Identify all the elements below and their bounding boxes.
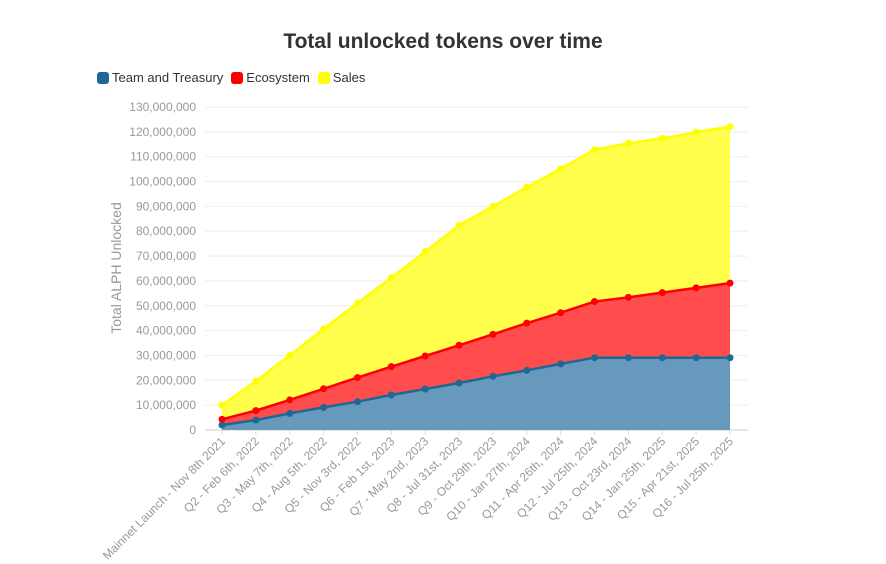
data-point: [218, 401, 226, 409]
data-point: [252, 407, 260, 415]
data-point: [421, 352, 429, 360]
data-point: [455, 221, 463, 229]
legend: Team and Treasury Ecosystem Sales: [97, 70, 365, 85]
data-point: [489, 372, 497, 380]
y-tick-label: 110,000,000: [130, 150, 196, 164]
legend-swatch: [317, 71, 330, 84]
data-point: [624, 293, 632, 301]
data-point: [353, 299, 361, 307]
y-tick-label: 60,000,000: [136, 274, 196, 288]
data-point: [387, 363, 395, 371]
line-ecosystem: [221, 281, 731, 421]
data-point: [726, 123, 734, 131]
data-point: [455, 379, 463, 387]
data-point: [658, 289, 666, 297]
data-point: [692, 354, 700, 362]
data-point: [252, 416, 260, 424]
data-point: [557, 360, 565, 368]
data-point: [286, 351, 294, 359]
data-point: [557, 165, 565, 173]
line-team-and-treasury: [221, 356, 730, 427]
data-point: [726, 279, 734, 287]
data-point: [387, 274, 395, 282]
x-tick-label: Mainnet Launch - Nov 8th 2021: [100, 434, 229, 563]
data-point: [591, 298, 599, 306]
legend-label: Team and Treasury: [112, 70, 224, 85]
line-sales: [221, 125, 731, 407]
data-point: [523, 183, 531, 191]
data-point: [218, 421, 226, 429]
data-point: [489, 330, 497, 338]
legend-item-team-and-treasury[interactable]: Team and Treasury: [97, 70, 223, 85]
legend-label: Sales: [332, 70, 366, 85]
data-point: [353, 374, 361, 382]
data-point: [523, 319, 531, 327]
data-point: [726, 354, 734, 362]
data-point: [455, 341, 463, 349]
data-point: [286, 396, 294, 404]
y-tick-label: 70,000,000: [136, 249, 196, 263]
y-axis-label: Total ALPH Unlocked: [108, 202, 124, 334]
data-point: [320, 325, 328, 333]
data-point: [320, 385, 328, 393]
data-point: [252, 377, 260, 385]
area-sales: [222, 126, 730, 420]
legend-item-ecosystem[interactable]: Ecosystem: [231, 70, 310, 85]
data-point: [658, 354, 666, 362]
legend-swatch: [97, 71, 109, 84]
data-point: [692, 284, 700, 292]
data-point: [591, 146, 599, 154]
y-tick-label: 90,000,000: [136, 199, 196, 213]
y-tick-label: 30,000,000: [136, 348, 196, 362]
y-tick-label: 100,000,000: [129, 175, 196, 189]
data-point: [591, 354, 599, 362]
y-tick-label: 80,000,000: [136, 224, 196, 238]
y-tick-label: 0: [189, 423, 196, 437]
data-point: [692, 128, 700, 136]
data-point: [557, 309, 565, 317]
area-ecosystem: [222, 283, 730, 426]
y-tick-label: 20,000,000: [136, 373, 196, 387]
data-point: [320, 403, 328, 411]
y-tick-label: 40,000,000: [136, 324, 196, 338]
area-team-and-treasury: [222, 357, 730, 430]
data-point: [658, 134, 666, 142]
data-point: [218, 415, 226, 423]
data-point: [387, 391, 395, 399]
data-point: [523, 366, 531, 374]
legend-label: Ecosystem: [246, 70, 310, 85]
y-tick-label: 130,000,000: [129, 100, 196, 114]
legend-item-sales[interactable]: Sales: [317, 70, 366, 85]
y-tick-label: 120,000,000: [129, 125, 196, 139]
data-point: [624, 139, 632, 147]
data-point: [421, 385, 429, 393]
data-point: [489, 202, 497, 210]
y-tick-label: 10,000,000: [136, 398, 196, 412]
y-tick-label: 50,000,000: [136, 299, 196, 313]
legend-swatch: [231, 71, 244, 84]
chart-title: Total unlocked tokens over time: [283, 30, 603, 53]
data-point: [624, 354, 632, 362]
data-point: [421, 248, 429, 256]
data-point: [286, 409, 294, 417]
data-point: [353, 398, 361, 406]
